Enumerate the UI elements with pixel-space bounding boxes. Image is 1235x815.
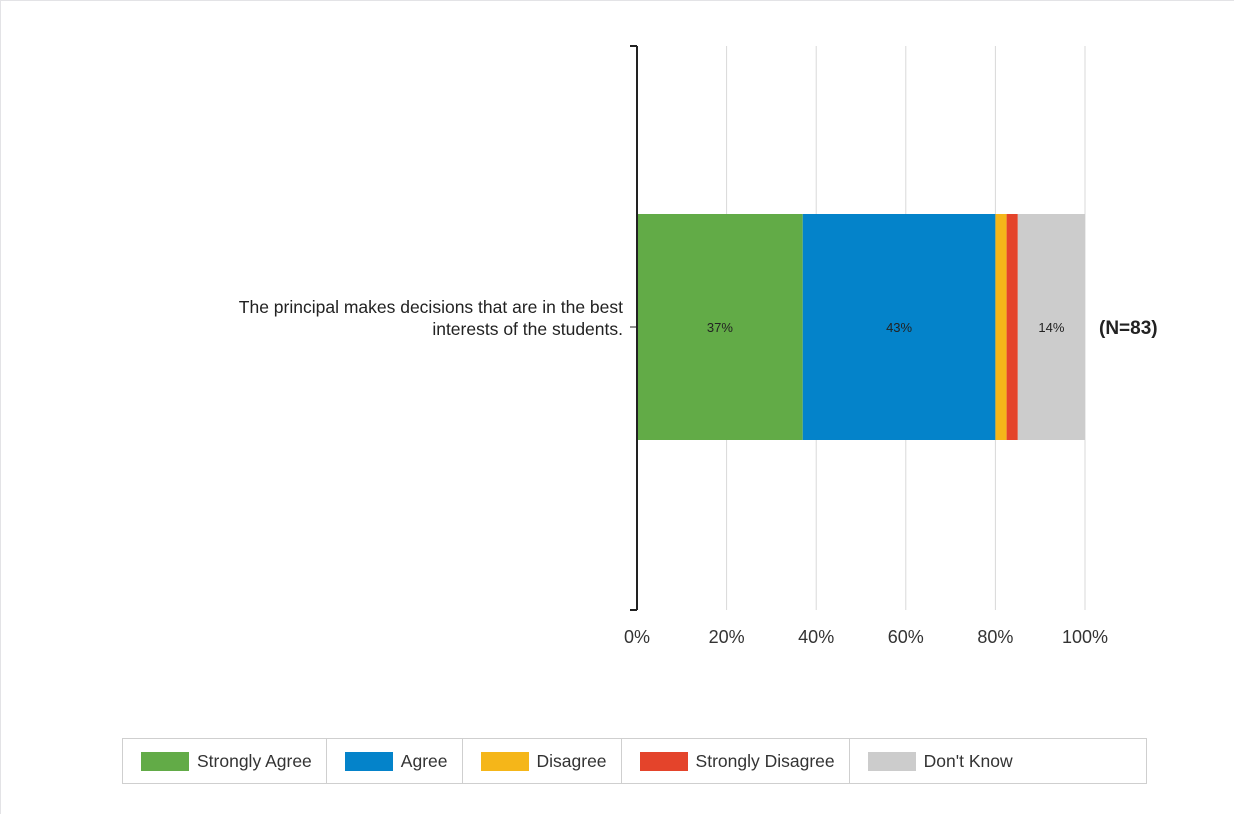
legend-swatch	[867, 751, 916, 771]
x-tick-label: 40%	[798, 627, 834, 647]
category-label: interests of the students.	[432, 319, 623, 339]
legend-item: Disagree	[463, 739, 622, 783]
legend-swatch	[141, 751, 189, 771]
legend-label: Agree	[400, 750, 448, 771]
bar-segment	[995, 214, 1007, 440]
data-label: 37%	[707, 320, 733, 335]
bar-segment	[802, 214, 996, 440]
legend-label: Don't Know	[923, 750, 1013, 771]
x-tick-label: 80%	[977, 627, 1013, 647]
legend-item: Strongly Agree	[123, 739, 327, 783]
legend-swatch	[480, 751, 529, 771]
legend-item: Strongly Disagree	[622, 739, 850, 783]
legend-item: Agree	[327, 739, 463, 783]
bar-segment	[1017, 214, 1085, 440]
category-label: The principal makes decisions that are i…	[239, 297, 623, 317]
legend-swatch	[639, 751, 688, 771]
data-label: 14%	[1038, 320, 1064, 335]
legend-label: Strongly Disagree	[695, 750, 835, 771]
x-tick-label: 60%	[888, 627, 924, 647]
x-tick-label: 20%	[709, 627, 745, 647]
legend: Strongly Agree Agree Disagree Strongly Disa…	[122, 738, 1147, 784]
x-tick-label: 100%	[1062, 627, 1108, 647]
legend-label: Disagree	[536, 750, 607, 771]
bar-segment	[637, 214, 803, 440]
legend-label: Strongly Agree	[197, 750, 312, 771]
legend-item: Don't Know	[850, 739, 1146, 783]
x-tick-label: 0%	[624, 627, 650, 647]
data-label: 43%	[886, 320, 912, 335]
legend-swatch	[344, 751, 393, 771]
bar-segment	[1006, 214, 1018, 440]
sample-size-annotation: (N=83)	[1099, 318, 1158, 339]
